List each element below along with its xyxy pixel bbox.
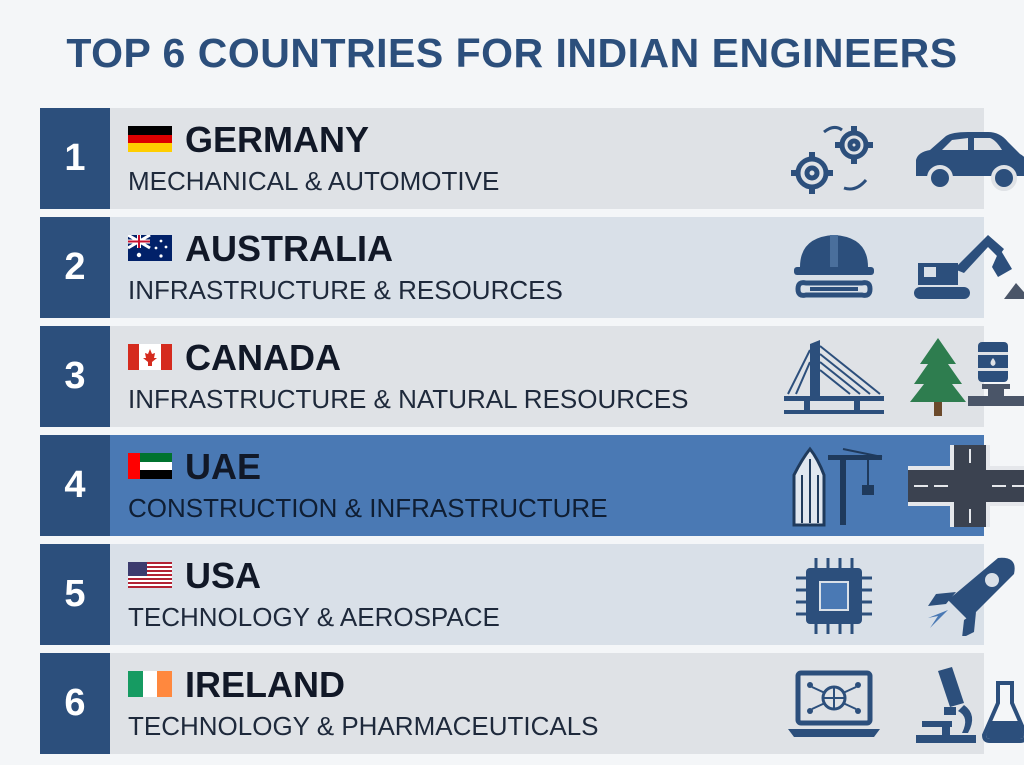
list-item-uae: 4 UAE CONSTRUCTION & INFRASTRUCTURE bbox=[40, 435, 1024, 536]
laptop-network-icon bbox=[788, 670, 880, 737]
tree-oil-barrel-icon bbox=[910, 338, 1024, 416]
list-item-canada: 3 CANADA INFRASTRUCTURE & NATURAL RESOUR… bbox=[40, 326, 1024, 427]
country-name: USA bbox=[185, 555, 262, 596]
microscope-flask-icon bbox=[916, 667, 1024, 743]
usa-flag-icon bbox=[128, 562, 172, 588]
uae-flag-icon bbox=[128, 453, 172, 479]
country-name: AUSTRALIA bbox=[185, 228, 393, 269]
country-name: GERMANY bbox=[185, 119, 370, 160]
sector-label: TECHNOLOGY & PHARMACEUTICALS bbox=[128, 711, 599, 741]
canada-flag-icon bbox=[128, 344, 172, 370]
sector-label: INFRASTRUCTURE & RESOURCES bbox=[128, 275, 563, 305]
sector-label: TECHNOLOGY & AEROSPACE bbox=[128, 602, 500, 632]
list-item-usa: 5 USA TECHNOLOGY & AEROSPACE bbox=[40, 544, 1015, 645]
sector-label: INFRASTRUCTURE & NATURAL RESOURCES bbox=[128, 384, 689, 414]
australia-flag-icon bbox=[128, 235, 172, 261]
skyscraper-crane-icon bbox=[792, 446, 883, 527]
germany-flag-icon bbox=[128, 126, 172, 152]
ireland-flag-icon bbox=[128, 671, 172, 697]
microchip-icon bbox=[796, 558, 872, 634]
list-item-ireland: 6 IRELAND TECHNOLOGY & PHARMACEUTICALS bbox=[40, 653, 1024, 754]
country-name: UAE bbox=[185, 446, 262, 487]
sector-label: CONSTRUCTION & INFRASTRUCTURE bbox=[128, 493, 608, 523]
country-name: IRELAND bbox=[185, 664, 345, 705]
car-icon bbox=[916, 132, 1024, 191]
rank-number: 3 bbox=[40, 326, 110, 427]
page-title: TOP 6 COUNTRIES FOR INDIAN ENGINEERS bbox=[66, 30, 958, 76]
country-name: CANADA bbox=[185, 337, 341, 378]
rank-number: 1 bbox=[40, 108, 110, 209]
rank-number: 4 bbox=[40, 435, 110, 536]
rank-number: 6 bbox=[40, 653, 110, 754]
bridge-icon bbox=[784, 340, 884, 414]
sector-label: MECHANICAL & AUTOMOTIVE bbox=[128, 166, 500, 196]
list-item-germany: 1 GERMANY MECHANICAL & AUTOMOTIVE bbox=[40, 108, 1024, 209]
rank-number: 5 bbox=[40, 544, 110, 645]
road-intersection-icon bbox=[908, 445, 1024, 527]
rocket-icon bbox=[928, 557, 1015, 636]
country-list: 1 GERMANY MECHANICAL & AUTOMOTIVE bbox=[40, 108, 1024, 762]
excavator-icon bbox=[914, 235, 1024, 299]
rank-number: 2 bbox=[40, 217, 110, 318]
gears-icon bbox=[791, 125, 873, 194]
list-item-australia: 2 AUSTRALIA INFRASTRUCTURE & RESOURCES bbox=[40, 217, 1024, 318]
hardhat-wrench-icon bbox=[794, 235, 874, 298]
